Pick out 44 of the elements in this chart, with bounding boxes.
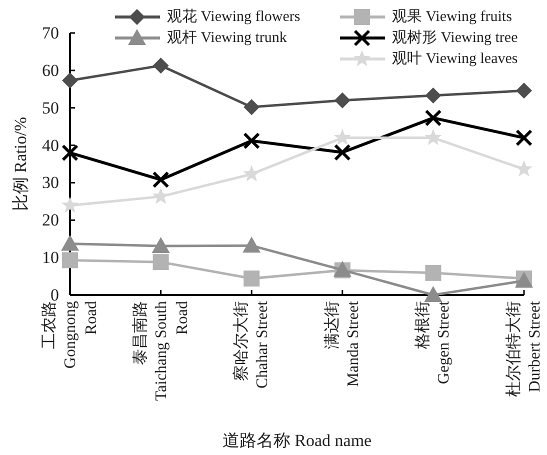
y-tick-label: 40 [42, 136, 59, 155]
x-tick-label: 泰昌南路 Taichang South Road [130, 301, 191, 401]
y-tick-label: 20 [42, 210, 59, 230]
point [152, 236, 170, 253]
point [244, 99, 260, 116]
legend-label: 观杆 Viewing trunk [167, 29, 288, 46]
point [152, 58, 169, 74]
y-axis-title: 比例 Ratio/% [11, 117, 30, 211]
point [61, 196, 79, 213]
y-tick-label: 50 [42, 98, 59, 118]
point [152, 188, 170, 204]
x-axis-title: 道路名称 Road name [222, 431, 372, 450]
point [62, 144, 78, 162]
point [425, 88, 442, 104]
legend-label: 观树形 Viewing tree [392, 29, 518, 46]
point [62, 72, 78, 89]
point [516, 129, 532, 146]
point [425, 264, 442, 281]
legend-label: 观花 Viewing flowers [167, 8, 300, 25]
legend-label: 观叶 Viewing leaves [392, 50, 518, 67]
x-tick-label: 杜尔伯特大街 Durbert Street [504, 300, 544, 397]
point [242, 236, 261, 253]
y-tick-label: 60 [42, 60, 59, 80]
point [424, 109, 442, 126]
point [424, 128, 442, 146]
point [61, 234, 79, 251]
x-tick-label: 察哈尔大街 Chahar Street [232, 300, 272, 389]
point [152, 254, 169, 270]
point [62, 252, 78, 268]
point [152, 171, 170, 188]
point [334, 144, 351, 161]
y-tick-label: 70 [42, 24, 59, 42]
point [334, 128, 351, 146]
point [516, 82, 532, 99]
point [424, 286, 442, 302]
x-tick-label: 满达街 Manda Street [322, 300, 362, 387]
point [244, 270, 260, 287]
legend-label: 观果 Viewing fruits [392, 9, 512, 25]
y-tick-label: 30 [42, 173, 59, 192]
point [243, 165, 260, 182]
y-tick-label: 10 [42, 248, 59, 268]
point [334, 92, 350, 108]
point [243, 132, 260, 150]
x-tick-label: 格根街 Gegen Street [414, 300, 453, 384]
